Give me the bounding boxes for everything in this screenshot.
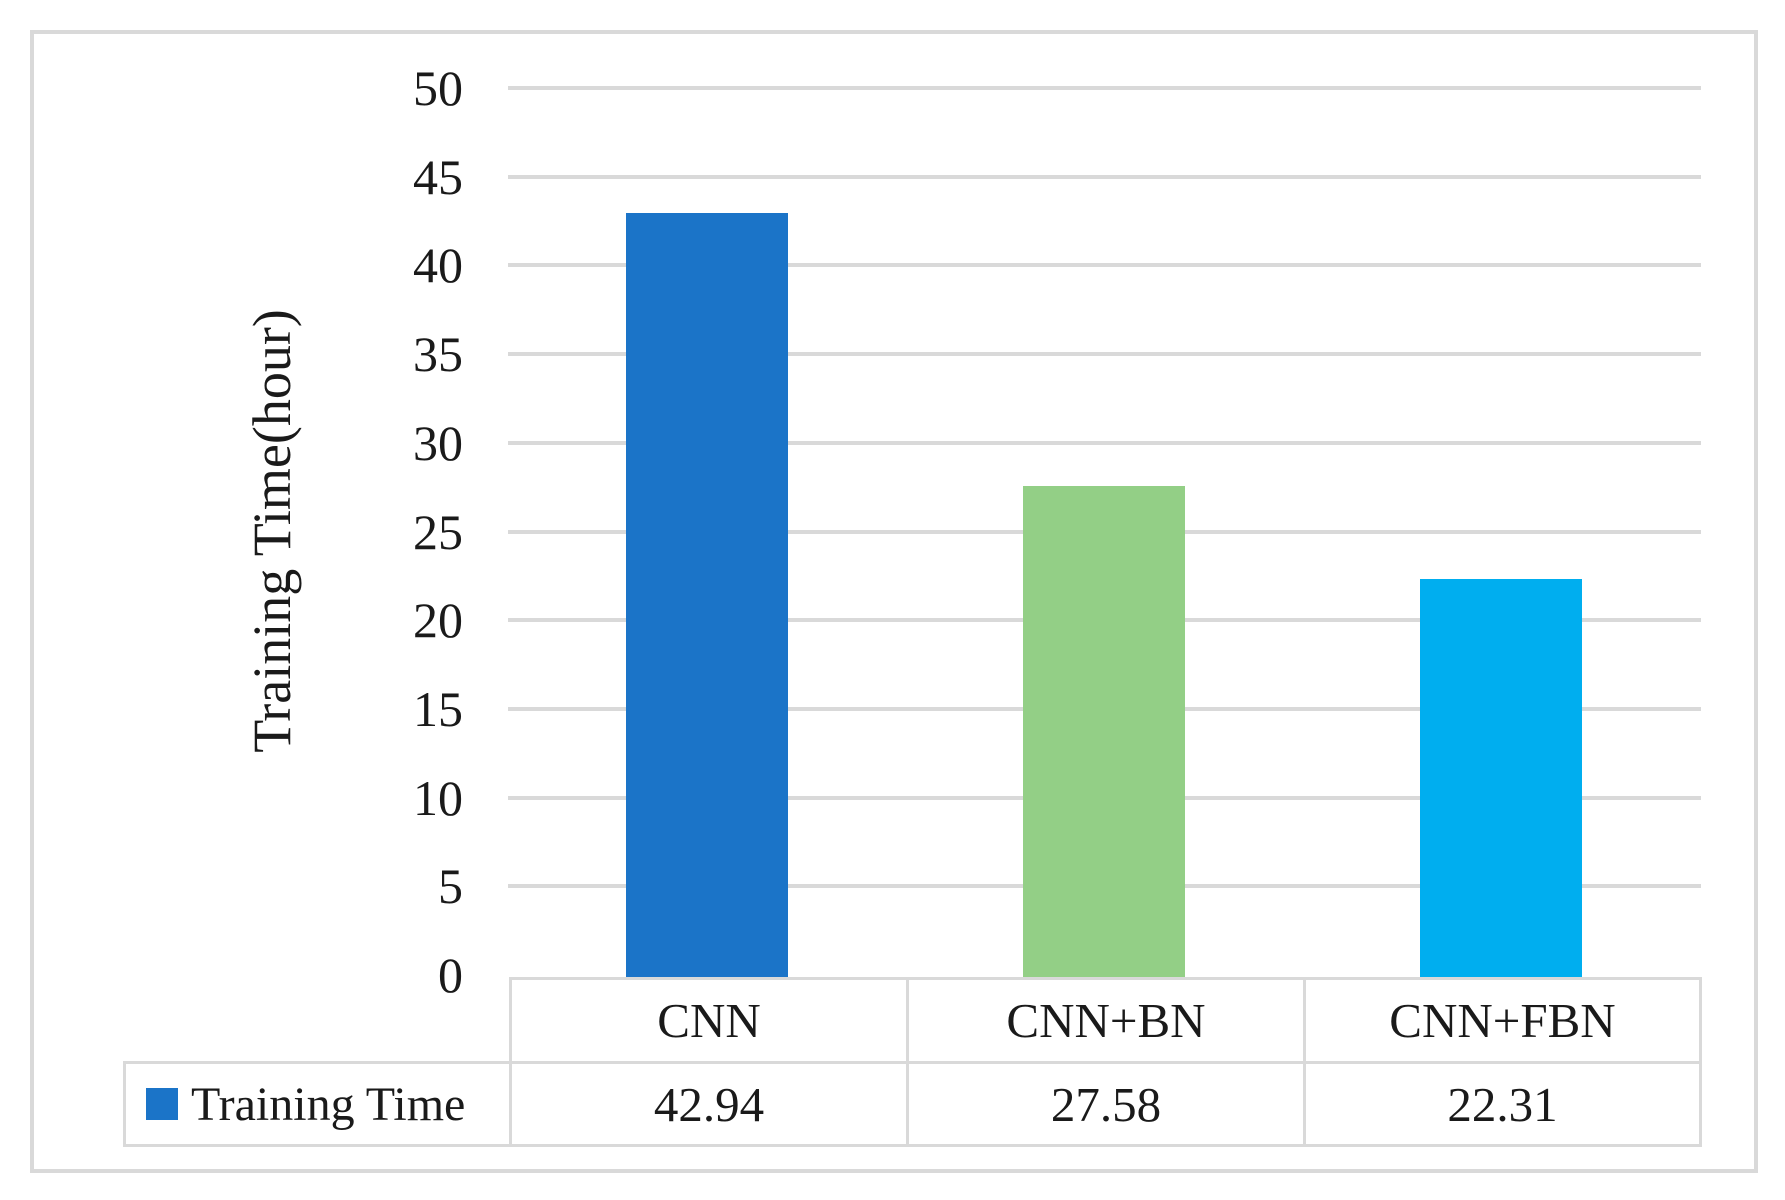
gridline-35	[508, 352, 1701, 357]
category-label-cnn-bn: CNN+BN	[906, 977, 1306, 1064]
category-header-row: CNN CNN+BN CNN+FBN	[125, 977, 1702, 1064]
gridline-45	[508, 174, 1701, 179]
y-tick-label-30: 30	[413, 414, 463, 471]
y-tick-label-25: 25	[413, 503, 463, 560]
y-tick-label-0: 0	[438, 947, 463, 1003]
y-tick-label-15: 15	[413, 680, 463, 737]
category-label-cnn-fbn: CNN+FBN	[1303, 977, 1702, 1064]
legend-label: Training Time	[191, 1077, 466, 1131]
table-blank-corner	[125, 979, 511, 1063]
gridline-40	[508, 263, 1701, 268]
y-tick-label-45: 45	[413, 148, 463, 205]
bar-cnn-bn	[1023, 485, 1185, 977]
y-tick-label-20: 20	[413, 592, 463, 649]
value-cnn: 42.94	[509, 1061, 909, 1147]
y-tick-label-5: 5	[438, 858, 463, 915]
bar-cnn-fbn	[1419, 579, 1582, 977]
y-axis-title: Training Time(hour)	[242, 309, 302, 753]
bar-cnn	[626, 213, 789, 977]
legend-cell: Training Time	[123, 1061, 512, 1147]
gridline-30	[508, 440, 1701, 445]
value-cnn-fbn: 22.31	[1303, 1061, 1702, 1147]
y-tick-label-40: 40	[413, 237, 463, 294]
gridline-50	[508, 86, 1701, 90]
y-tick-label-35: 35	[413, 326, 463, 383]
y-tick-label-10: 10	[413, 769, 463, 826]
value-cnn-bn: 27.58	[906, 1061, 1306, 1147]
category-label-cnn: CNN	[509, 977, 909, 1064]
value-row: Training Time 42.94 27.58 22.31	[123, 1061, 1702, 1147]
y-tick-label-50: 50	[413, 60, 463, 116]
legend-marker-icon	[146, 1088, 178, 1120]
data-table: CNN CNN+BN CNN+FBN Training Time 42.94 2…	[123, 977, 1702, 1147]
